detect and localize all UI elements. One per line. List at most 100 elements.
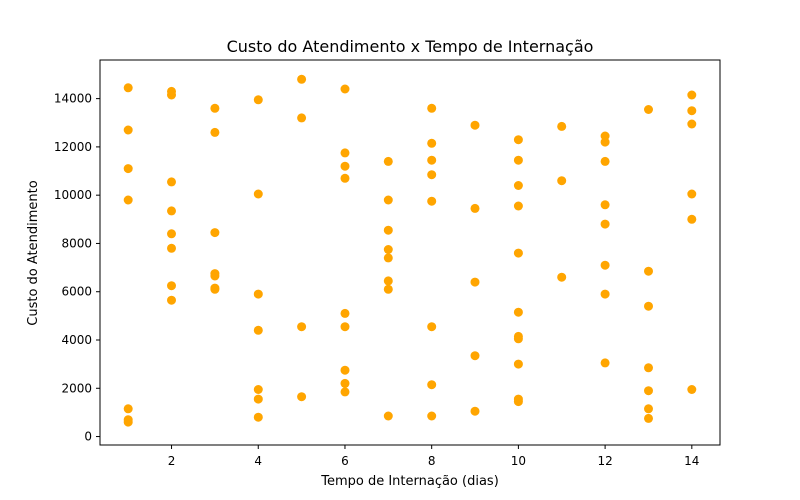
- data-point: [210, 271, 220, 281]
- y-tick-label: 14000: [54, 92, 92, 106]
- data-point: [644, 105, 653, 114]
- data-point: [383, 225, 393, 235]
- data-point: [383, 276, 393, 286]
- x-tick-label: 8: [428, 454, 436, 468]
- data-point: [167, 281, 176, 291]
- data-point: [513, 397, 523, 407]
- data-point: [123, 417, 133, 427]
- data-point: [427, 380, 437, 390]
- data-point: [600, 289, 610, 299]
- data-point: [687, 119, 697, 129]
- data-point: [167, 229, 176, 239]
- data-point: [297, 113, 307, 123]
- data-point: [687, 214, 697, 224]
- data-point: [427, 138, 437, 148]
- data-point: [383, 253, 393, 263]
- data-point: [687, 189, 697, 199]
- data-point: [297, 74, 307, 84]
- data-point: [644, 413, 653, 423]
- y-axis-label: Custo do Atendimento: [26, 180, 41, 325]
- data-point: [470, 351, 480, 361]
- data-point: [470, 120, 480, 130]
- data-point: [600, 260, 610, 270]
- data-point: [253, 385, 263, 394]
- data-point: [340, 387, 350, 397]
- data-point: [123, 404, 133, 414]
- data-point: [340, 173, 350, 183]
- data-point: [427, 103, 437, 113]
- data-point: [167, 177, 176, 187]
- x-tick-label: 2: [168, 454, 176, 468]
- x-tick-label: 10: [511, 454, 526, 468]
- data-point: [253, 289, 263, 299]
- plot-area: [123, 74, 697, 427]
- data-point: [210, 127, 220, 137]
- data-point: [383, 284, 393, 294]
- data-point: [340, 84, 350, 94]
- y-tick-label: 6000: [61, 285, 92, 299]
- data-point: [210, 103, 220, 113]
- data-point: [123, 125, 133, 135]
- y-tick-label: 8000: [61, 236, 92, 250]
- data-point: [123, 195, 133, 205]
- data-point: [340, 161, 350, 171]
- data-point: [297, 392, 307, 402]
- data-point: [644, 363, 653, 373]
- data-point: [600, 358, 610, 368]
- y-tick-label: 10000: [54, 188, 92, 202]
- data-point: [383, 411, 393, 421]
- data-point: [340, 378, 350, 388]
- data-point: [427, 322, 437, 332]
- data-point: [427, 155, 437, 165]
- data-point: [513, 201, 523, 211]
- data-point: [557, 176, 567, 186]
- data-point: [427, 196, 437, 206]
- data-point: [513, 248, 523, 258]
- data-point: [253, 394, 263, 404]
- data-point: [210, 228, 220, 238]
- x-tick-label: 14: [684, 454, 699, 468]
- data-point: [427, 170, 437, 180]
- x-axis-label: Tempo de Internação (dias): [320, 474, 499, 489]
- data-point: [600, 137, 610, 147]
- data-point: [297, 322, 307, 332]
- y-tick-label: 12000: [54, 140, 92, 154]
- data-point: [210, 284, 220, 294]
- data-point: [513, 334, 523, 344]
- data-point: [340, 322, 350, 332]
- data-point: [167, 295, 176, 305]
- data-point: [600, 156, 610, 166]
- data-point: [253, 412, 263, 422]
- data-point: [644, 301, 653, 311]
- data-point: [253, 189, 263, 199]
- data-point: [513, 307, 523, 317]
- data-point: [557, 272, 567, 282]
- data-point: [644, 266, 653, 276]
- data-point: [340, 148, 350, 158]
- data-point: [427, 411, 437, 421]
- data-point: [687, 90, 697, 100]
- data-point: [167, 206, 176, 216]
- x-tick-label: 6: [341, 454, 349, 468]
- data-point: [644, 404, 653, 414]
- data-point: [167, 243, 176, 253]
- data-point: [253, 325, 263, 335]
- data-point: [600, 200, 610, 210]
- data-point: [600, 219, 610, 229]
- data-point: [383, 245, 393, 254]
- y-tick-label: 2000: [61, 381, 92, 395]
- data-point: [513, 155, 523, 165]
- data-point: [513, 359, 523, 369]
- x-tick-label: 12: [597, 454, 612, 468]
- data-point: [557, 121, 567, 131]
- y-axis-ticks: 0 2000 4000 6000 8000 10000 12000 14000: [54, 92, 100, 444]
- data-point: [470, 277, 480, 287]
- x-tick-label: 4: [254, 454, 262, 468]
- data-point: [123, 83, 133, 93]
- y-tick-label: 0: [84, 430, 92, 444]
- data-point: [123, 164, 133, 174]
- data-point: [253, 95, 263, 105]
- data-point: [687, 106, 697, 116]
- chart-title: Custo do Atendimento x Tempo de Internaç…: [227, 37, 594, 56]
